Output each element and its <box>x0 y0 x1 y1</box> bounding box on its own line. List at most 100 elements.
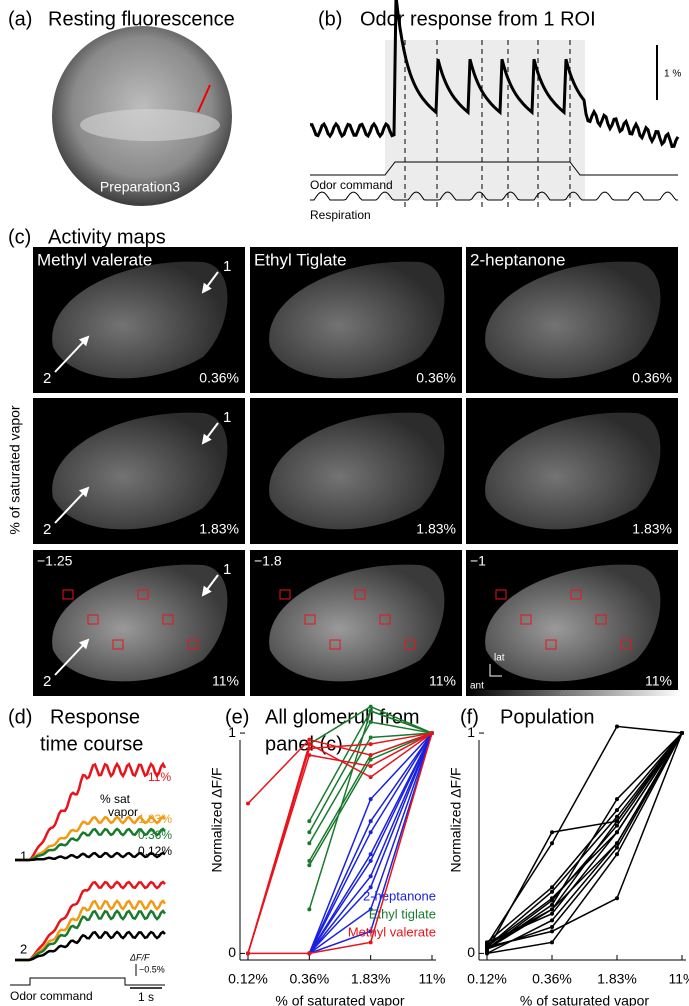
preparation-label: Preparation3 <box>100 179 180 195</box>
legend-entry: 2-heptanone <box>363 888 436 903</box>
point <box>550 890 554 894</box>
arrow-label: 1 <box>223 561 231 578</box>
point <box>550 929 554 933</box>
time-course <box>15 901 165 960</box>
scale-unit: ΔF/F <box>129 952 150 962</box>
line <box>487 733 682 949</box>
point <box>307 863 311 867</box>
odor-label: 2-heptanone <box>470 250 565 269</box>
point <box>550 918 554 922</box>
point <box>615 724 619 728</box>
concentration-label: 1.83% <box>416 521 456 537</box>
panel-label: (b) <box>318 8 342 30</box>
legend-title: % sat <box>100 792 131 806</box>
point <box>369 742 373 746</box>
y-axis-label: Normalized ΔF/F <box>209 767 225 872</box>
line <box>487 733 682 949</box>
scale-label: 1 % <box>664 69 681 80</box>
point <box>550 899 554 903</box>
roi-label: 2 <box>20 941 27 956</box>
point <box>369 830 373 834</box>
point <box>615 797 619 801</box>
arrow-label: 2 <box>43 521 51 538</box>
time-label: 1 s <box>138 990 154 1004</box>
point <box>369 764 373 768</box>
stimulus-label: Odor command <box>10 989 93 1003</box>
point <box>246 802 250 806</box>
arrow-label: 1 <box>223 409 231 426</box>
y-tick-label: 0 <box>467 944 475 960</box>
point <box>615 896 619 900</box>
point <box>615 846 619 850</box>
concentration-label: 1.83% <box>632 521 672 537</box>
point <box>369 735 373 739</box>
x-tick-label: 0.36% <box>289 971 329 987</box>
y-tick-label: 1 <box>228 724 236 740</box>
time-course <box>15 882 165 960</box>
point <box>369 852 373 856</box>
legend-title: vapor <box>108 805 138 819</box>
odor-label: Ethyl Tiglate <box>254 250 347 269</box>
arrow-label: 2 <box>43 673 51 690</box>
point <box>615 830 619 834</box>
panel-title: Response <box>50 706 140 728</box>
y-tick-label: 1 <box>467 724 475 740</box>
point <box>550 903 554 907</box>
panel-label: (c) <box>8 226 31 248</box>
x-axis-label: % of saturated vapor <box>520 993 650 1006</box>
point <box>615 824 619 828</box>
point <box>615 852 619 856</box>
point <box>485 951 489 955</box>
point <box>307 830 311 834</box>
x-tick-label: 11% <box>419 971 446 987</box>
line <box>487 733 682 949</box>
point <box>485 943 489 947</box>
line <box>487 733 682 942</box>
arrow-label: 2 <box>43 370 51 387</box>
point <box>615 808 619 812</box>
concentration-label: 0.36% <box>199 370 239 386</box>
point <box>369 775 373 779</box>
line <box>487 733 682 942</box>
stimulus-trace <box>10 978 165 985</box>
point <box>550 841 554 845</box>
point <box>369 705 373 709</box>
line <box>487 733 682 947</box>
point <box>369 797 373 801</box>
time-course-traces <box>15 764 165 960</box>
x-tick-label: 1.83% <box>351 971 391 987</box>
panel-label: (a) <box>8 8 32 30</box>
y-axis-label: Normalized ΔF/F <box>448 767 464 872</box>
point <box>307 742 311 746</box>
colorbar <box>466 690 681 696</box>
point <box>369 874 373 878</box>
point <box>550 925 554 929</box>
x-tick-label: 0.36% <box>532 971 572 987</box>
point <box>615 815 619 819</box>
x-tick-label: 1.83% <box>597 971 637 987</box>
scale-min: −1.8 <box>254 553 282 569</box>
point <box>485 947 489 951</box>
x-tick-label: 0.12% <box>467 971 507 987</box>
x-tick-label: 0.12% <box>228 971 268 987</box>
line <box>487 733 682 945</box>
point <box>550 907 554 911</box>
x-axis-label: % of saturated vapor <box>275 993 405 1006</box>
trace-label: 0.36% <box>138 828 172 842</box>
odor-label: Methyl valerate <box>37 250 152 269</box>
panel-title: Activity maps <box>48 226 166 248</box>
line <box>487 733 682 949</box>
point <box>307 907 311 911</box>
point <box>369 819 373 823</box>
point <box>307 738 311 742</box>
y-axis-label: % of saturated vapor <box>7 405 23 535</box>
trace-label: 11% <box>148 770 171 784</box>
concentration-label: 11% <box>429 673 456 689</box>
point <box>615 841 619 845</box>
x-tick-label: 11% <box>669 971 689 987</box>
scale-min: −1 <box>470 553 486 569</box>
panel-label: (d) <box>8 706 32 728</box>
odor-period <box>385 40 585 200</box>
point <box>550 912 554 916</box>
point <box>246 951 250 955</box>
